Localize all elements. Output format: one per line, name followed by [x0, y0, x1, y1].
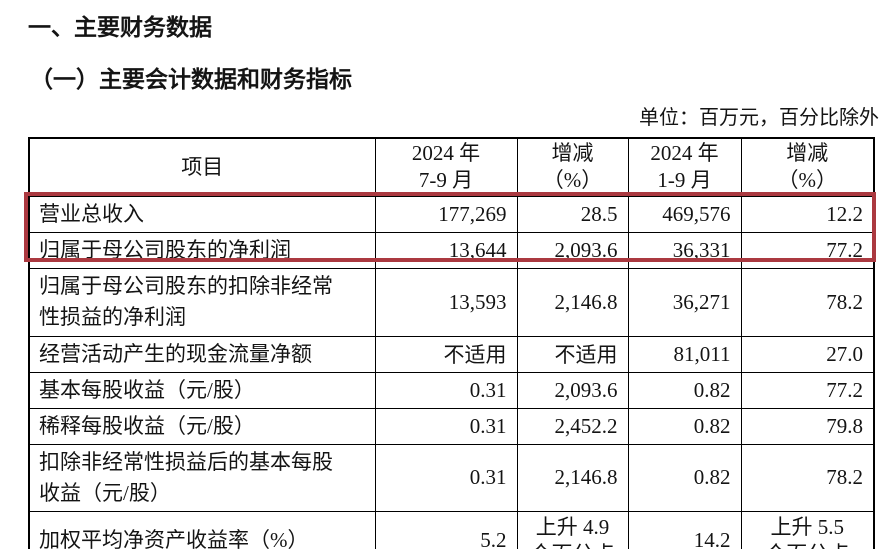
- unit-note: 单位：百万元，百分比除外: [639, 107, 879, 129]
- header-q3-period: 2024 年 7-9 月: [374, 137, 518, 197]
- row-q3-cell: 5.2: [374, 510, 518, 549]
- row-ytd-cell: 14.2: [627, 510, 742, 549]
- row-q3-cell: 0.31: [374, 371, 518, 409]
- row-ytd-change-cell: 12.2: [740, 195, 875, 233]
- row-item-cell: 归属于母公司股东的净利润: [28, 231, 376, 269]
- row-ytd-change-cell: 27.0: [740, 335, 875, 373]
- row-q3-change-cell: 上升 4.9 个百分点: [516, 510, 629, 549]
- row-item-cell: 基本每股收益（元/股）: [28, 371, 376, 409]
- row-ytd-cell: 0.82: [627, 443, 742, 512]
- header-item: 项目: [28, 137, 376, 197]
- table-row: 加权平均净资产收益率（%） 5.2 上升 4.9 个百分点 14.2 上升 5.…: [28, 510, 875, 549]
- row-ytd-cell: 36,331: [627, 231, 742, 269]
- row-ytd-change-cell: 77.2: [740, 371, 875, 409]
- row-q3-change-cell: 28.5: [516, 195, 629, 233]
- section-title: 一、主要财务数据: [28, 15, 212, 40]
- row-ytd-cell: 81,011: [627, 335, 742, 373]
- row-q3-cell: 不适用: [374, 335, 518, 373]
- table-row: 扣除非经常性损益后的基本每股 收益（元/股） 0.31 2,146.8 0.82…: [28, 443, 875, 512]
- row-q3-change-cell: 2,093.6: [516, 371, 629, 409]
- row-item-cell: 扣除非经常性损益后的基本每股 收益（元/股）: [28, 443, 376, 512]
- table-row: 经营活动产生的现金流量净额 不适用 不适用 81,011 27.0: [28, 335, 875, 373]
- row-q3-cell: 13,593: [374, 267, 518, 337]
- table-row: 营业总收入 177,269 28.5 469,576 12.2: [28, 195, 875, 233]
- row-ytd-change-cell: 上升 5.5 个百分点: [740, 510, 875, 549]
- row-item-cell: 稀释每股收益（元/股）: [28, 407, 376, 445]
- row-q3-change-cell: 不适用: [516, 335, 629, 373]
- row-q3-cell: 177,269: [374, 195, 518, 233]
- row-q3-cell: 0.31: [374, 443, 518, 512]
- row-item-cell: 营业总收入: [28, 195, 376, 233]
- row-item-cell: 经营活动产生的现金流量净额: [28, 335, 376, 373]
- table-row: 归属于母公司股东的净利润 13,644 2,093.6 36,331 77.2: [28, 231, 875, 269]
- row-q3-change-cell: 2,146.8: [516, 267, 629, 337]
- row-item-cell: 归属于母公司股东的扣除非经常 性损益的净利润: [28, 267, 376, 337]
- row-ytd-cell: 0.82: [627, 407, 742, 445]
- row-ytd-change-cell: 78.2: [740, 267, 875, 337]
- table-row: 基本每股收益（元/股） 0.31 2,093.6 0.82 77.2: [28, 371, 875, 409]
- table-row: 归属于母公司股东的扣除非经常 性损益的净利润 13,593 2,146.8 36…: [28, 267, 875, 337]
- financial-data-table: 项目 2024 年 7-9 月 增减 （%） 2024 年 1-9 月 增减 （…: [28, 137, 875, 549]
- subsection-title: （一）主要会计数据和财务指标: [30, 67, 352, 92]
- row-q3-change-cell: 2,452.2: [516, 407, 629, 445]
- row-q3-change-cell: 2,093.6: [516, 231, 629, 269]
- table-row: 稀释每股收益（元/股） 0.31 2,452.2 0.82 79.8: [28, 407, 875, 445]
- row-ytd-cell: 0.82: [627, 371, 742, 409]
- row-ytd-cell: 469,576: [627, 195, 742, 233]
- row-q3-cell: 13,644: [374, 231, 518, 269]
- row-q3-change-cell: 2,146.8: [516, 443, 629, 512]
- header-ytd-change: 增减 （%）: [740, 137, 875, 197]
- header-ytd-period: 2024 年 1-9 月: [627, 137, 742, 197]
- header-q3-change: 增减 （%）: [516, 137, 629, 197]
- row-item-cell: 加权平均净资产收益率（%）: [28, 510, 376, 549]
- row-q3-cell: 0.31: [374, 407, 518, 445]
- table-header-row: 项目 2024 年 7-9 月 增减 （%） 2024 年 1-9 月 增减 （…: [28, 137, 875, 197]
- row-ytd-change-cell: 79.8: [740, 407, 875, 445]
- row-ytd-change-cell: 77.2: [740, 231, 875, 269]
- row-ytd-change-cell: 78.2: [740, 443, 875, 512]
- row-ytd-cell: 36,271: [627, 267, 742, 337]
